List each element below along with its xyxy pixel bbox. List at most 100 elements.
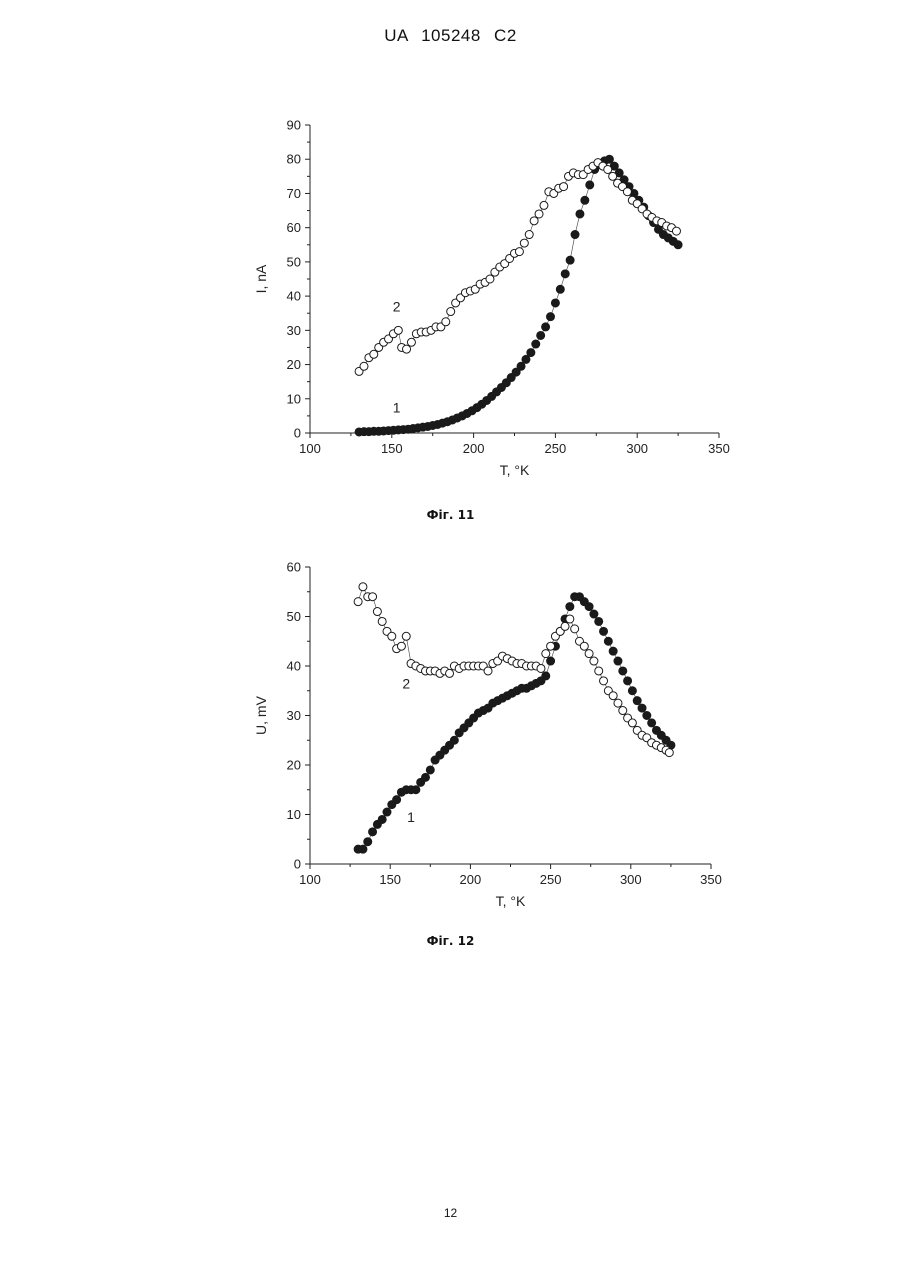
data-point	[397, 642, 405, 650]
data-point	[517, 362, 525, 370]
data-point	[605, 155, 613, 163]
data-point	[370, 350, 378, 358]
data-point	[556, 285, 564, 293]
data-point	[359, 845, 367, 853]
y-tick-label: 30	[287, 323, 301, 338]
series-label: 2	[393, 299, 401, 315]
data-point	[609, 647, 617, 655]
data-point	[393, 796, 401, 804]
data-point	[547, 642, 555, 650]
data-point	[542, 672, 550, 680]
data-point	[447, 308, 455, 316]
y-tick-label: 50	[287, 609, 301, 624]
series-2	[355, 159, 680, 376]
y-tick-label: 80	[287, 152, 301, 167]
data-point	[426, 766, 434, 774]
data-point	[585, 650, 593, 658]
data-point	[590, 610, 598, 618]
data-point	[580, 642, 588, 650]
data-point	[547, 657, 555, 665]
data-point	[638, 704, 646, 712]
series-label: 2	[402, 675, 410, 691]
data-point	[571, 625, 579, 633]
caption-figure-11: Фіг. 11	[0, 508, 901, 522]
data-point	[373, 608, 381, 616]
data-point	[604, 165, 612, 173]
x-tick-label: 200	[463, 441, 485, 456]
data-point	[402, 632, 410, 640]
data-point	[540, 201, 548, 209]
data-point	[378, 617, 386, 625]
data-point	[560, 183, 568, 191]
data-point	[633, 697, 641, 705]
data-point	[551, 299, 559, 307]
data-point	[571, 231, 579, 239]
data-point	[359, 583, 367, 591]
data-point	[407, 338, 415, 346]
data-point	[537, 331, 545, 339]
data-point	[674, 241, 682, 249]
x-axis-label: T, °K	[500, 462, 530, 478]
chart-11: 1001502002503003500102030405060708090T, …	[0, 105, 901, 505]
data-point	[586, 181, 594, 189]
data-point	[566, 256, 574, 264]
data-point	[354, 598, 362, 606]
data-point	[546, 313, 554, 321]
data-point	[566, 615, 574, 623]
series-1	[354, 593, 675, 853]
data-point	[360, 362, 368, 370]
y-tick-label: 50	[287, 254, 301, 269]
data-point	[614, 657, 622, 665]
data-point	[522, 355, 530, 363]
data-point	[624, 677, 632, 685]
data-point	[442, 318, 450, 326]
data-point	[628, 687, 636, 695]
document-header: UA 105248 C2	[0, 26, 901, 46]
x-tick-label: 200	[460, 872, 482, 887]
data-point	[383, 808, 391, 816]
x-tick-label: 350	[708, 441, 730, 456]
data-point	[388, 632, 396, 640]
data-point	[369, 828, 377, 836]
x-tick-label: 150	[381, 441, 403, 456]
data-point	[619, 667, 627, 675]
data-point	[532, 340, 540, 348]
data-point	[600, 627, 608, 635]
data-point	[672, 227, 680, 235]
y-axis-label: U, mV	[253, 695, 269, 735]
data-point	[561, 270, 569, 278]
data-point	[609, 172, 617, 180]
caption-figure-12: Фіг. 12	[0, 934, 901, 948]
data-point	[576, 210, 584, 218]
data-point	[421, 773, 429, 781]
y-tick-label: 60	[287, 220, 301, 235]
x-tick-label: 100	[299, 872, 321, 887]
data-point	[537, 664, 545, 672]
data-point	[525, 231, 533, 239]
data-point	[542, 323, 550, 331]
data-point	[535, 210, 543, 218]
x-axis-label: T, °K	[496, 893, 526, 909]
data-point	[648, 719, 656, 727]
data-point	[561, 622, 569, 630]
data-point	[394, 326, 402, 334]
data-point	[665, 749, 673, 757]
y-tick-label: 60	[287, 560, 301, 575]
data-point	[515, 248, 523, 256]
y-tick-label: 30	[287, 708, 301, 723]
data-point	[604, 637, 612, 645]
y-tick-label: 20	[287, 758, 301, 773]
series-label: 1	[393, 399, 401, 415]
x-tick-label: 250	[540, 872, 562, 887]
y-tick-label: 40	[287, 659, 301, 674]
y-tick-label: 90	[287, 118, 301, 133]
data-point	[566, 603, 574, 611]
data-point	[403, 345, 411, 353]
y-tick-label: 40	[287, 289, 301, 304]
data-point	[590, 657, 598, 665]
x-tick-label: 250	[545, 441, 567, 456]
data-point	[623, 188, 631, 196]
data-point	[585, 603, 593, 611]
x-tick-label: 350	[700, 872, 722, 887]
y-tick-label: 10	[287, 807, 301, 822]
